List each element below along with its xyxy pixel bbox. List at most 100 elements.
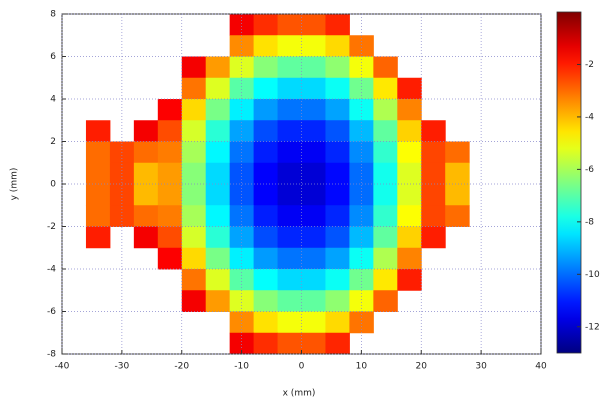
colorbar-tick-label: -4 xyxy=(585,112,594,122)
heatmap-cell xyxy=(205,99,231,121)
heatmap-cell xyxy=(277,56,302,79)
heatmap-cell xyxy=(301,162,326,185)
heatmap-cell xyxy=(181,290,207,312)
heatmap-cell xyxy=(229,226,255,249)
heatmap-cell xyxy=(253,311,279,334)
heatmap-cell xyxy=(277,141,302,164)
heatmap-cell xyxy=(301,99,326,121)
heatmap-cell xyxy=(277,205,302,227)
colorbar-tick-label: -10 xyxy=(585,270,600,280)
heatmap-cell xyxy=(301,141,326,164)
heatmap-cell xyxy=(133,205,159,227)
heatmap-cell xyxy=(373,56,398,79)
heatmap-cell xyxy=(373,269,398,291)
y-tick-label: -8 xyxy=(47,350,56,360)
heatmap-cell xyxy=(373,247,398,270)
heatmap-cell xyxy=(325,205,350,227)
heatmap-cell xyxy=(253,290,279,312)
heatmap-cell xyxy=(253,77,279,100)
heatmap-cell xyxy=(325,120,350,142)
heatmap-cell xyxy=(277,35,302,57)
colorbar-tick-label: -6 xyxy=(585,165,594,175)
heatmap-cell xyxy=(445,184,470,206)
heatmap-cell xyxy=(301,184,326,206)
heatmap-cell xyxy=(205,56,231,79)
heatmap-cell xyxy=(253,141,279,164)
heatmap-cell xyxy=(253,35,279,57)
heatmap-cell xyxy=(157,162,183,185)
heatmap-cell xyxy=(253,247,279,270)
heatmap-cell xyxy=(421,162,446,185)
heatmap-cell xyxy=(229,77,255,100)
heatmap-cell xyxy=(133,226,159,249)
x-axis-label: x (mm) xyxy=(283,389,316,399)
heatmap-cell xyxy=(109,205,135,227)
heatmap-cell xyxy=(373,99,398,121)
x-tick-label: 10 xyxy=(356,362,368,372)
heatmap-cell xyxy=(277,311,302,334)
heatmap-cell xyxy=(205,247,231,270)
heatmap-cell xyxy=(445,162,470,185)
heatmap-cell xyxy=(277,247,302,270)
heatmap-cell xyxy=(397,226,422,249)
heatmap-cell xyxy=(229,56,255,79)
heatmap-cell xyxy=(301,290,326,312)
heatmap-cell xyxy=(157,120,183,142)
heatmap-cell xyxy=(85,120,111,142)
heatmap-cell xyxy=(277,269,302,291)
heatmap-cell xyxy=(349,77,374,100)
heatmap-cell xyxy=(181,247,207,270)
y-tick-label: 4 xyxy=(50,95,56,105)
heatmap-cell xyxy=(421,226,446,249)
heatmap-cell xyxy=(349,290,374,312)
heatmap-cell xyxy=(373,120,398,142)
x-tick-label: 40 xyxy=(535,362,547,372)
y-tick-label: -4 xyxy=(47,265,56,275)
heatmap-cell xyxy=(205,77,231,100)
heatmap-cell xyxy=(325,141,350,164)
heatmap-cell xyxy=(205,205,231,227)
heatmap-cell xyxy=(301,247,326,270)
heatmap-cell xyxy=(277,162,302,185)
heatmap-cell xyxy=(253,56,279,79)
heatmap-cell xyxy=(349,56,374,79)
heatmap-cell xyxy=(373,141,398,164)
y-tick-label: -2 xyxy=(47,222,56,232)
heatmap-cell xyxy=(205,184,231,206)
heatmap-cell xyxy=(277,290,302,312)
heatmap-cell xyxy=(205,290,231,312)
x-tick-label: 20 xyxy=(416,362,428,372)
heatmap-cell xyxy=(157,184,183,206)
heatmap-cell xyxy=(133,141,159,164)
x-tick-label: 0 xyxy=(299,362,305,372)
heatmap-cell xyxy=(301,226,326,249)
heatmap-cell xyxy=(133,120,159,142)
heatmap-cell xyxy=(277,226,302,249)
heatmap-cell xyxy=(229,14,255,36)
heatmap-cell xyxy=(301,205,326,227)
x-tick-label: -30 xyxy=(115,362,130,372)
heatmap-cell xyxy=(373,205,398,227)
heatmap-cell xyxy=(181,162,207,185)
heatmap-cell xyxy=(301,120,326,142)
heatmap-cell xyxy=(205,141,231,164)
heatmap-cell xyxy=(253,14,279,36)
heatmap-cell xyxy=(349,226,374,249)
heatmap-cell xyxy=(325,77,350,100)
colorbar-tick-label: -12 xyxy=(585,322,600,332)
heatmap-cell xyxy=(229,205,255,227)
heatmap-cell xyxy=(181,226,207,249)
heatmap-cell xyxy=(181,77,207,100)
heatmap-cell xyxy=(157,205,183,227)
y-axis-label: y (mm) xyxy=(10,168,20,201)
x-tick-label: 30 xyxy=(475,362,487,372)
heatmap-cell xyxy=(397,184,422,206)
heatmap-cell xyxy=(229,290,255,312)
heatmap-cell xyxy=(325,56,350,79)
heatmap-cell xyxy=(133,184,159,206)
x-tick-label: -10 xyxy=(234,362,249,372)
heatmap-cell xyxy=(349,311,374,334)
heatmap-cell xyxy=(229,311,255,334)
heatmap-cell xyxy=(157,247,183,270)
